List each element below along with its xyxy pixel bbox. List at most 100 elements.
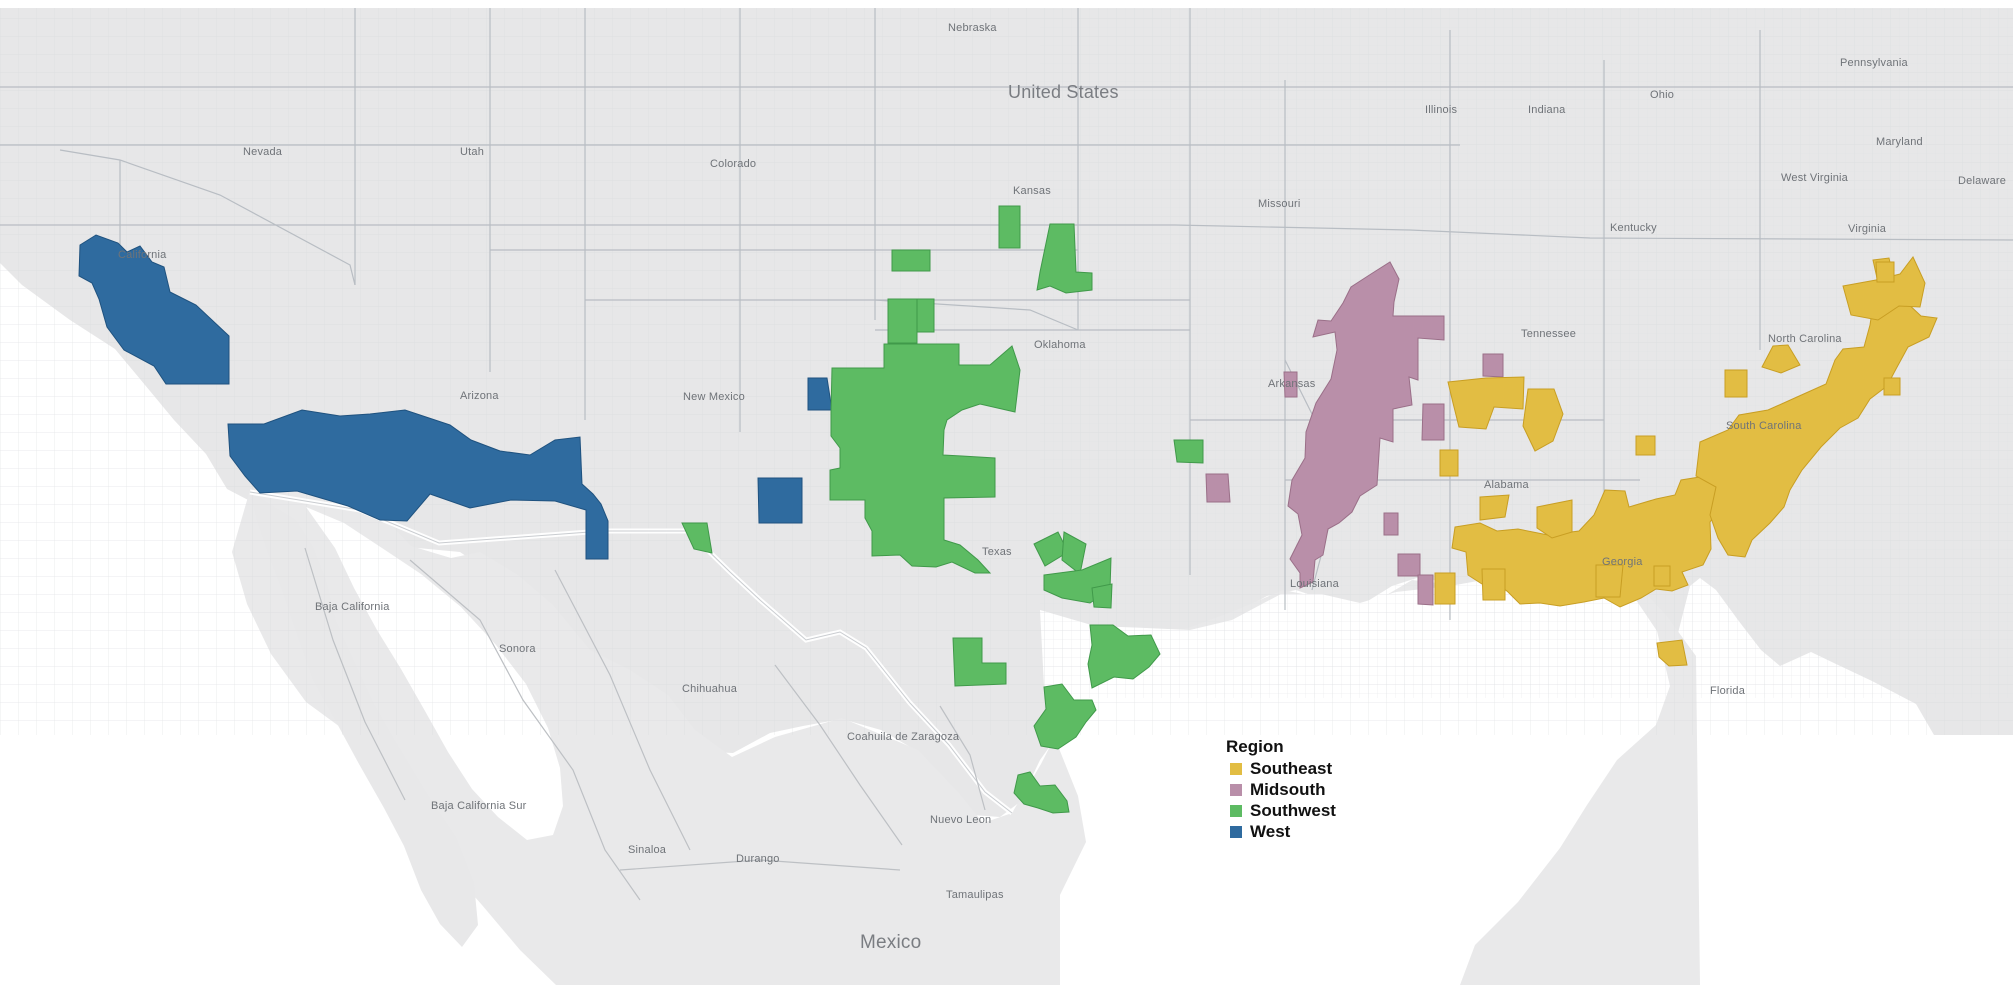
legend-label-west: West bbox=[1250, 821, 1291, 841]
state-label-kentucky: Kentucky bbox=[1610, 222, 1657, 234]
midsouth-county-southern-mississippi[interactable] bbox=[1417, 574, 1434, 606]
southwest-county-group-texas-panhandle[interactable] bbox=[829, 343, 1021, 574]
state-label-georgia: Georgia bbox=[1602, 556, 1643, 568]
state-label-nebraska: Nebraska bbox=[948, 22, 997, 34]
southeast-county-alabama-west[interactable] bbox=[1479, 494, 1510, 521]
southeast-county-group-tennessee[interactable] bbox=[1447, 376, 1525, 430]
southwest-county-central-texas-small[interactable] bbox=[1091, 583, 1113, 609]
mexico-state-boundaries bbox=[304, 547, 986, 901]
country-label-united-states: United States bbox=[1008, 82, 1119, 102]
southwest-county-panhandle-north-2[interactable] bbox=[916, 298, 935, 333]
state-label-west-virginia: West Virginia bbox=[1781, 172, 1849, 184]
southwest-county-kansas-north[interactable] bbox=[998, 205, 1021, 249]
state-label-ohio: Ohio bbox=[1650, 89, 1674, 101]
mexico-state-boundary-line bbox=[774, 664, 903, 846]
country-label-mexico: Mexico bbox=[860, 932, 921, 953]
state-label-utah: Utah bbox=[460, 146, 484, 158]
southeast-swatch bbox=[1230, 762, 1242, 775]
state-label-kansas: Kansas bbox=[1013, 185, 1051, 197]
west-county-group-arizona-border[interactable] bbox=[227, 409, 609, 560]
midsouth-county-arkansas-south[interactable] bbox=[1205, 473, 1231, 503]
state-label-sinaloa: Sinaloa bbox=[628, 844, 667, 856]
southeast-county-north-carolina-west[interactable] bbox=[1761, 344, 1801, 374]
southeast-county-georgia-south[interactable] bbox=[1595, 564, 1624, 598]
legend-label-southwest: Southwest bbox=[1250, 800, 1336, 820]
southeast-region-counties[interactable] bbox=[1434, 256, 1938, 667]
southeast-county-alabama-south[interactable] bbox=[1481, 568, 1506, 601]
southeast-county-coastal-carolina[interactable] bbox=[1883, 377, 1901, 396]
mexico-state-boundary-line bbox=[554, 569, 691, 851]
state-label-delaware: Delaware bbox=[1958, 175, 2006, 187]
southwest-region-counties[interactable] bbox=[681, 205, 1204, 814]
southeast-county-south-carolina-west[interactable] bbox=[1724, 369, 1748, 398]
state-label-coahuila: Coahuila de Zaragoza bbox=[847, 731, 960, 743]
state-label-louisiana: Louisiana bbox=[1290, 578, 1340, 590]
state-label-baja-california: Baja California bbox=[315, 601, 390, 613]
state-label-chihuahua: Chihuahua bbox=[682, 683, 738, 695]
southwest-county-east-texas[interactable] bbox=[1173, 439, 1204, 464]
state-label-illinois: Illinois bbox=[1425, 104, 1457, 116]
place-labels: Nebraska United States Nevada Utah Color… bbox=[118, 22, 2006, 953]
southeast-county-group-carolinas[interactable] bbox=[1695, 299, 1938, 558]
midsouth-county-louisiana-east[interactable] bbox=[1397, 553, 1421, 577]
legend-label-midsouth: Midsouth bbox=[1250, 779, 1326, 799]
state-label-new-mexico: New Mexico bbox=[683, 391, 745, 403]
state-label-durango: Durango bbox=[736, 853, 780, 865]
southeast-county-group-north-alabama[interactable] bbox=[1522, 388, 1564, 452]
southwest-county-group-south-texas[interactable] bbox=[952, 637, 1007, 687]
mexico-state-boundary-line bbox=[939, 705, 986, 811]
midsouth-county-louisiana[interactable] bbox=[1383, 512, 1399, 536]
baja-state-boundary-line bbox=[304, 547, 406, 801]
legend-item-midsouth[interactable]: Midsouth bbox=[1226, 779, 1416, 800]
southeast-county-mississippi[interactable] bbox=[1439, 449, 1459, 477]
region-legend: Region Southeast Midsouth Southwest West bbox=[1226, 736, 1416, 842]
southwest-county-kansas-west[interactable] bbox=[891, 249, 931, 272]
state-label-oklahoma: Oklahoma bbox=[1034, 339, 1086, 351]
mexico-state-boundary-line bbox=[619, 859, 901, 871]
state-label-missouri: Missouri bbox=[1258, 198, 1301, 210]
southwest-county-group-lower-coast[interactable] bbox=[1013, 771, 1070, 814]
state-label-tamaulipas: Tamaulipas bbox=[946, 889, 1004, 901]
state-label-california: California bbox=[118, 249, 167, 261]
state-label-alabama: Alabama bbox=[1484, 479, 1529, 491]
midsouth-county-tennessee-1[interactable] bbox=[1482, 353, 1504, 378]
midsouth-county-mississippi-east[interactable] bbox=[1421, 403, 1445, 441]
state-boundary-vertical-lines bbox=[119, 8, 1761, 620]
legend-title: Region bbox=[1226, 737, 1284, 756]
southeast-county-mississippi-coast[interactable] bbox=[1434, 572, 1456, 605]
southwest-county-group-coastal-bend[interactable] bbox=[1033, 683, 1097, 750]
state-label-arizona: Arizona bbox=[460, 390, 499, 402]
state-label-florida: Florida bbox=[1710, 685, 1746, 697]
state-label-colorado: Colorado bbox=[710, 158, 756, 170]
southeast-county-group-central-alabama[interactable] bbox=[1536, 499, 1573, 539]
southeast-county-georgia-north[interactable] bbox=[1635, 435, 1656, 456]
southeast-county-north-carolina-coast[interactable] bbox=[1875, 261, 1895, 283]
southwest-county-kansas-east[interactable] bbox=[1036, 223, 1093, 294]
state-label-indiana: Indiana bbox=[1528, 104, 1566, 116]
midsouth-region-counties[interactable] bbox=[1205, 261, 1504, 606]
legend-item-southeast[interactable]: Southeast bbox=[1226, 758, 1416, 779]
mexico-state-boundary-line bbox=[409, 559, 641, 901]
southeast-county-florida-north[interactable] bbox=[1656, 639, 1688, 667]
west-county-group-california[interactable] bbox=[78, 234, 230, 385]
west-county-new-mexico-south[interactable] bbox=[757, 477, 803, 524]
international-border-outline bbox=[249, 491, 1013, 814]
southwest-county-group-houston[interactable] bbox=[1087, 624, 1161, 689]
legend-item-west[interactable]: West bbox=[1226, 821, 1416, 842]
midsouth-county-arkansas-west[interactable] bbox=[1283, 371, 1298, 398]
state-label-virginia: Virginia bbox=[1848, 223, 1887, 235]
state-label-maryland: Maryland bbox=[1876, 136, 1923, 148]
state-label-texas: Texas bbox=[982, 546, 1012, 558]
legend-item-southwest[interactable]: Southwest bbox=[1226, 800, 1416, 821]
state-label-south-carolina: South Carolina bbox=[1726, 420, 1802, 432]
midsouth-county-group-mississippi-delta[interactable] bbox=[1287, 261, 1445, 589]
southwest-county-west-texas[interactable] bbox=[681, 522, 713, 554]
west-swatch bbox=[1230, 825, 1242, 838]
southeast-county-georgia-east[interactable] bbox=[1653, 565, 1671, 587]
southwest-county-panhandle-north[interactable] bbox=[887, 298, 918, 344]
state-boundary-line bbox=[0, 224, 2013, 241]
southwest-swatch bbox=[1230, 804, 1242, 817]
state-label-baja-california-sur: Baja California Sur bbox=[431, 800, 527, 812]
